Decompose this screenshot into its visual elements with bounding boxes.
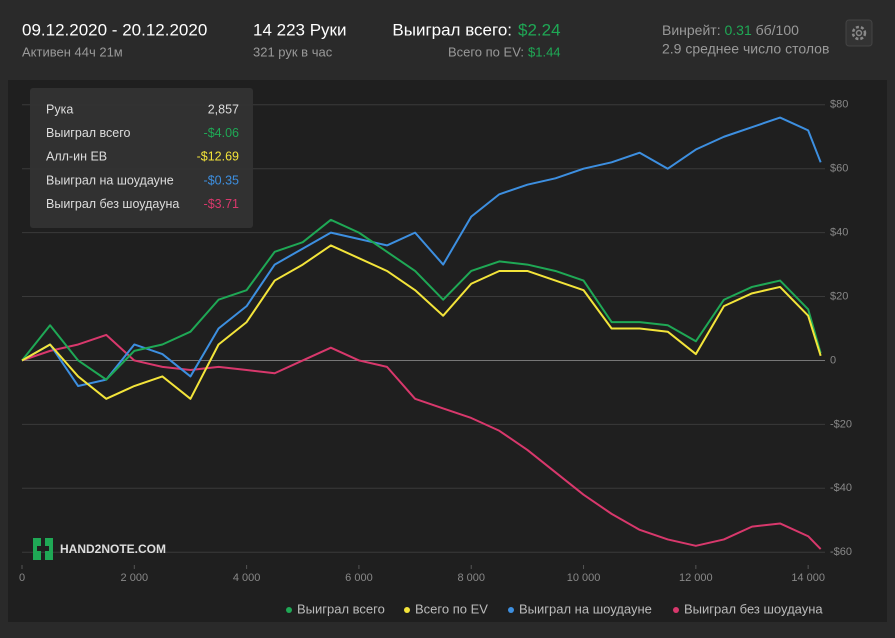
tooltip-value: -$3.71 — [204, 197, 239, 211]
x-tick-label: 2 000 — [121, 572, 149, 584]
winrate-unit: бб/100 — [756, 22, 799, 38]
avg-tables: 2.9 среднее число столов — [662, 41, 829, 57]
logo-text: HAND2NOTE.COM — [60, 542, 166, 556]
ev-label: Всего по EV: — [448, 44, 524, 59]
legend-marker — [404, 607, 410, 613]
tooltip-label: Выиграл без шоудауна — [46, 197, 179, 211]
y-tick-label: -$40 — [830, 482, 852, 494]
hands: 14 223 Руки — [253, 20, 347, 39]
y-tick-label: -$20 — [830, 418, 852, 430]
legend-marker — [673, 607, 679, 613]
legend-label: Выиграл без шоудауна — [684, 601, 823, 616]
legend-marker — [508, 607, 514, 613]
winrate-value: 0.31 — [724, 22, 751, 38]
ev-value: $1.44 — [528, 44, 561, 59]
tooltip-value: -$4.06 — [204, 126, 239, 140]
series-line — [21, 333, 822, 550]
legend-label: Выиграл на шоудауне — [519, 601, 652, 616]
hands-per-hour: 321 рук в час — [253, 44, 333, 59]
active-time: Активен 44ч 21м — [22, 44, 123, 59]
y-tick-label: $60 — [830, 163, 848, 175]
settings-button[interactable] — [845, 19, 873, 47]
y-tick-label: 0 — [830, 354, 836, 366]
logo: HAND2NOTE.COM — [33, 538, 166, 560]
tooltip-label: Выиграл на шоудауне — [46, 173, 174, 187]
x-tick-label: 0 — [19, 572, 25, 584]
x-tick-label: 6 000 — [345, 572, 373, 584]
y-tick-label: $40 — [830, 227, 848, 239]
legend: Выиграл всего Всего по EV Выиграл на шоуда… — [286, 601, 823, 616]
legend-label: Всего по EV — [415, 601, 488, 616]
tooltip-label: Алл-ин EB — [46, 150, 107, 164]
won-value: $2.24 — [518, 20, 561, 39]
y-tick-label: $80 — [830, 99, 848, 111]
winrate: Винрейт: 0.31 бб/100 — [662, 22, 799, 38]
tooltip-label: Рука — [46, 102, 73, 116]
legend-label: Выиграл всего — [297, 601, 385, 616]
tooltip-value: 2,857 — [208, 102, 239, 116]
date-range: 09.12.2020 - 20.12.2020 — [22, 20, 207, 39]
x-tick-label: 4 000 — [233, 572, 261, 584]
y-tick-label: -$60 — [830, 546, 852, 558]
tooltip-value: -$0.35 — [204, 173, 239, 187]
x-tick-label: 14 000 — [791, 572, 825, 584]
x-tick-label: 10 000 — [567, 572, 601, 584]
series-line — [21, 244, 822, 400]
series-line — [21, 116, 822, 388]
x-tick-label: 12 000 — [679, 572, 713, 584]
tooltip-value: -$12.69 — [197, 150, 239, 164]
y-tick-label: $20 — [830, 290, 848, 302]
series-line — [21, 218, 822, 381]
winrate-label: Винрейт: — [662, 22, 721, 38]
tooltip: Рука 2,857 Выиграл всего -$4.06 Алл-ин EB -$1… — [30, 88, 253, 228]
tooltip-label: Выиграл всего — [46, 126, 131, 140]
won-label: Выиграл всего: — [392, 20, 512, 39]
legend-marker — [286, 607, 292, 613]
x-tick-label: 8 000 — [457, 572, 485, 584]
